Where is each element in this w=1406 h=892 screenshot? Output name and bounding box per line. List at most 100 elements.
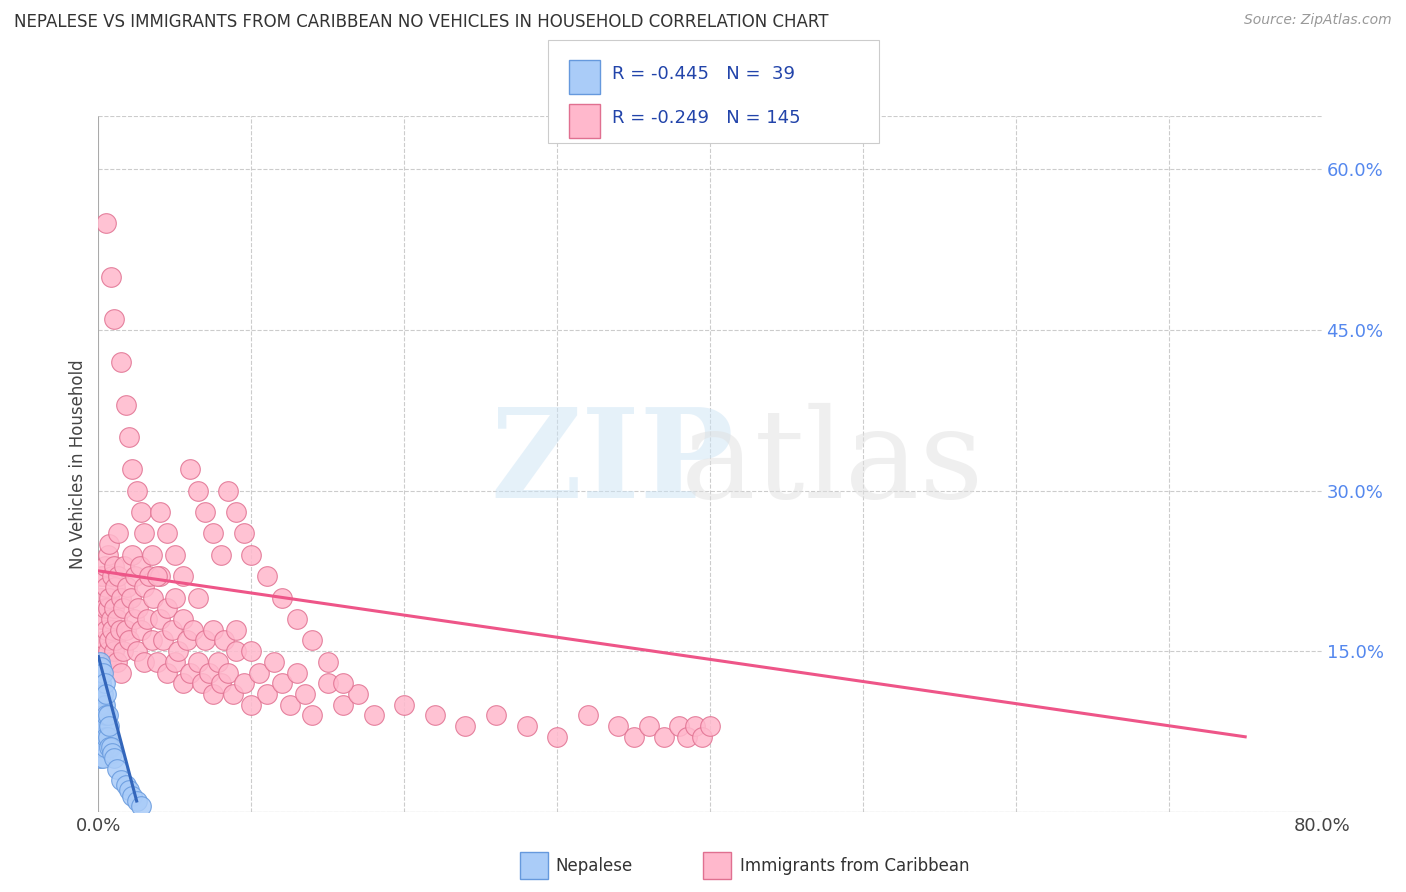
Point xyxy=(209,548,232,562)
Point xyxy=(172,676,194,690)
Point xyxy=(107,526,129,541)
Point xyxy=(94,708,117,723)
Point xyxy=(202,526,225,541)
Point xyxy=(145,569,167,583)
Point xyxy=(90,740,112,755)
Point xyxy=(110,772,132,787)
Point xyxy=(294,687,316,701)
Point xyxy=(90,676,112,690)
Point xyxy=(89,751,111,765)
Point xyxy=(117,580,139,594)
Point xyxy=(94,655,117,669)
Point xyxy=(91,569,114,583)
Point xyxy=(89,708,111,723)
Point xyxy=(98,537,121,551)
Point xyxy=(94,216,117,230)
Point xyxy=(145,655,167,669)
Point xyxy=(187,655,209,669)
Point xyxy=(187,591,209,605)
Text: Immigrants from Caribbean: Immigrants from Caribbean xyxy=(740,857,969,875)
Point xyxy=(142,591,165,605)
Point xyxy=(134,655,156,669)
Point xyxy=(516,719,538,733)
Point xyxy=(89,687,111,701)
Point xyxy=(156,526,179,541)
Point xyxy=(110,665,132,680)
Point xyxy=(105,762,128,776)
Point xyxy=(301,633,323,648)
Point xyxy=(699,719,721,733)
Point xyxy=(93,676,115,690)
Point xyxy=(683,719,706,733)
Point xyxy=(332,676,354,690)
Point xyxy=(163,655,186,669)
Point xyxy=(90,719,112,733)
Point xyxy=(89,665,111,680)
Point xyxy=(202,687,225,701)
Point xyxy=(97,644,120,658)
Point xyxy=(652,730,675,744)
Point xyxy=(623,730,645,744)
Point xyxy=(270,591,292,605)
Point xyxy=(91,730,114,744)
Point xyxy=(392,698,416,712)
Point xyxy=(97,548,120,562)
Point xyxy=(91,687,114,701)
Point xyxy=(89,676,111,690)
Point xyxy=(668,719,690,733)
Point xyxy=(90,591,112,605)
Point xyxy=(115,623,138,637)
Point xyxy=(232,526,254,541)
Point xyxy=(90,698,112,712)
Point xyxy=(111,644,134,658)
Point xyxy=(363,708,385,723)
Point xyxy=(105,655,128,669)
Point xyxy=(172,569,194,583)
Point xyxy=(101,569,124,583)
Point xyxy=(97,730,120,744)
Point xyxy=(118,633,141,648)
Point xyxy=(91,612,114,626)
Point xyxy=(172,612,194,626)
Point xyxy=(91,708,114,723)
Point xyxy=(118,783,141,797)
Y-axis label: No Vehicles in Household: No Vehicles in Household xyxy=(69,359,87,569)
Point xyxy=(107,569,129,583)
Point xyxy=(136,612,159,626)
Point xyxy=(98,591,121,605)
Point xyxy=(122,612,145,626)
Point xyxy=(93,558,115,573)
Point xyxy=(100,269,122,284)
Point xyxy=(97,708,120,723)
Point xyxy=(111,601,134,615)
Point xyxy=(103,601,125,615)
Point xyxy=(546,730,568,744)
Point xyxy=(115,398,138,412)
Point xyxy=(167,644,190,658)
Point xyxy=(141,633,163,648)
Point xyxy=(176,633,198,648)
Text: R = -0.445   N =  39: R = -0.445 N = 39 xyxy=(612,65,794,83)
Point xyxy=(128,558,150,573)
Point xyxy=(232,676,254,690)
Point xyxy=(101,746,124,760)
Point xyxy=(141,548,163,562)
Point xyxy=(91,751,114,765)
Point xyxy=(225,505,247,519)
Point xyxy=(138,569,160,583)
Point xyxy=(256,687,278,701)
Point xyxy=(134,526,156,541)
Point xyxy=(149,612,172,626)
Point xyxy=(270,676,292,690)
Point xyxy=(101,623,124,637)
Point xyxy=(91,644,114,658)
Point xyxy=(90,569,112,583)
Point xyxy=(187,483,209,498)
Point xyxy=(194,505,217,519)
Point xyxy=(209,676,232,690)
Point xyxy=(134,580,156,594)
Point xyxy=(278,698,301,712)
Point xyxy=(285,665,308,680)
Point xyxy=(256,569,278,583)
Point xyxy=(225,644,247,658)
